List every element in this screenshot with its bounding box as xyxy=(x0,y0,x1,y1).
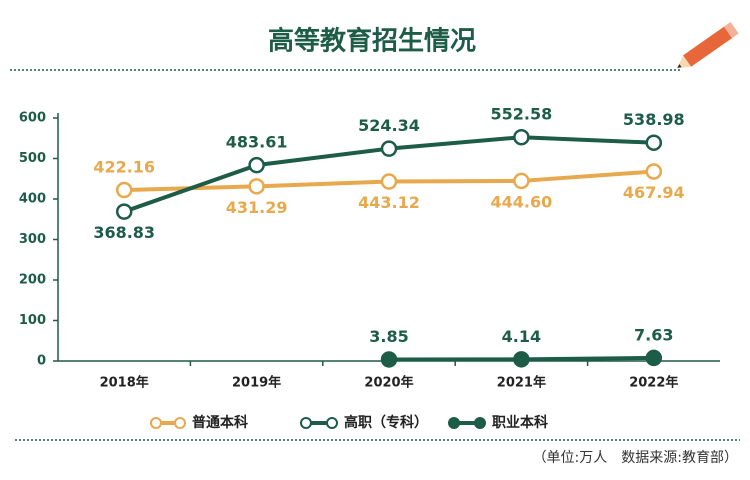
data-point xyxy=(248,178,265,195)
data-point xyxy=(115,181,133,199)
data-label: 431.29 xyxy=(226,198,288,217)
data-label: 3.85 xyxy=(369,327,408,346)
data-point xyxy=(513,172,530,190)
data-label: 483.61 xyxy=(226,133,288,152)
data-point xyxy=(380,140,398,157)
data-point xyxy=(645,163,663,180)
data-label: 444.60 xyxy=(491,192,553,211)
data-label: 4.14 xyxy=(502,327,541,346)
legend-label: 普通本科 xyxy=(192,414,248,431)
data-point xyxy=(513,128,530,146)
data-point xyxy=(380,173,398,190)
legend-marker xyxy=(448,417,460,429)
data-label: 422.16 xyxy=(93,158,155,177)
x-tick-label: 2022年 xyxy=(629,375,678,391)
pencil-icon xyxy=(677,22,739,68)
x-tick-label: 2019年 xyxy=(232,375,281,391)
y-tick-label: 500 xyxy=(19,151,46,166)
data-point xyxy=(513,351,530,368)
legend-label: 职业本科 xyxy=(492,414,548,431)
data-point xyxy=(645,349,663,367)
x-tick-label: 2021年 xyxy=(497,375,546,391)
y-tick-label: 100 xyxy=(19,313,46,328)
data-label: 538.98 xyxy=(623,110,685,129)
y-tick-label: 600 xyxy=(19,111,46,126)
chart-title: 高等教育招生情况 xyxy=(268,26,476,57)
data-point xyxy=(115,203,133,220)
y-tick-label: 300 xyxy=(19,232,46,247)
data-label: 524.34 xyxy=(358,116,420,135)
legend-marker xyxy=(150,417,162,429)
legend-label: 高职（专科） xyxy=(344,414,428,431)
legend-marker xyxy=(326,417,338,429)
data-label: 552.58 xyxy=(491,105,553,124)
data-point xyxy=(380,351,398,368)
data-point xyxy=(645,134,663,151)
data-label: 443.12 xyxy=(358,193,420,212)
y-tick-label: 400 xyxy=(19,192,46,207)
legend-marker xyxy=(174,417,186,429)
y-tick-label: 0 xyxy=(37,354,46,369)
x-tick-label: 2020年 xyxy=(364,375,413,391)
data-label: 7.63 xyxy=(634,325,673,344)
legend-marker xyxy=(474,417,486,429)
data-label: 368.83 xyxy=(93,223,155,242)
data-label: 467.94 xyxy=(623,183,685,202)
legend-marker xyxy=(300,417,312,429)
source-note: （单位:万人 数据来源:教育部） xyxy=(533,450,738,466)
x-tick-label: 2018年 xyxy=(100,375,149,391)
y-tick-label: 200 xyxy=(19,273,46,288)
data-point xyxy=(248,156,265,174)
